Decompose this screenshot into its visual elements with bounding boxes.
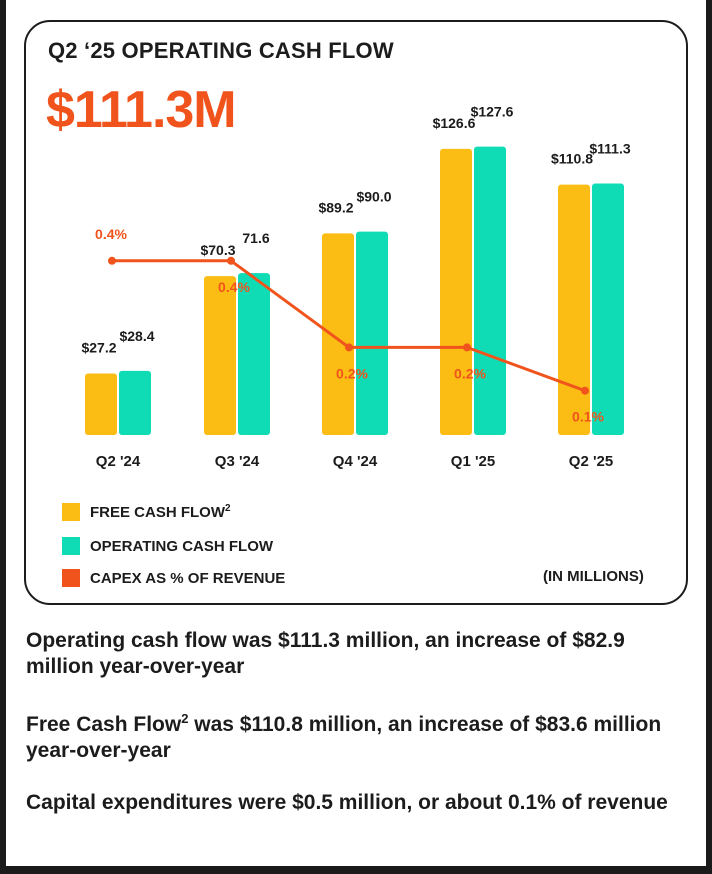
bar-operating-cash-flow	[356, 231, 388, 435]
slide-page: Q2 ‘25 OPERATING CASH FLOW $111.3M $27.2…	[6, 0, 706, 866]
data-label-free-cash-flow: $70.3	[200, 242, 235, 258]
x-tick-label: Q2 '25	[569, 453, 613, 470]
note-free-cash-flow: Free Cash Flow2 was $110.8 million, an i…	[26, 706, 696, 764]
bar-free-cash-flow	[440, 148, 472, 435]
capex-data-label: 0.4%	[218, 279, 250, 295]
card-kicker-title: Q2 ‘25 OPERATING CASH FLOW	[48, 38, 394, 63]
legend-label-operating-cash-flow: OPERATING CASH FLOW	[90, 537, 274, 555]
capex-point	[463, 343, 471, 352]
bar-free-cash-flow	[204, 276, 236, 435]
legend-label-text: FREE CASH FLOW	[90, 504, 225, 521]
units-note: (IN MILLIONS)	[543, 568, 644, 585]
headline-value: $111.3M	[46, 81, 237, 139]
legend-label-capex: CAPEX AS % OF REVENUE	[90, 569, 286, 587]
data-label-operating-cash-flow: 71.6	[242, 230, 269, 246]
capex-point	[345, 343, 353, 352]
bar-operating-cash-flow	[238, 273, 270, 435]
legend-label-free-cash-flow: FREE CASH FLOW2	[90, 503, 231, 521]
legend-swatch-capex	[62, 569, 80, 587]
note-free-cash-flow-rest: was $110.8 million, an increase of $83.6…	[26, 713, 662, 762]
bar-operating-cash-flow	[474, 146, 506, 435]
legend-item-capex: CAPEX AS % OF REVENUE	[62, 568, 285, 588]
cash-flow-chart: $27.2$28.4 Q2 '24 $70.3 71.6 Q3 '24 $89.2$90.…	[81, 104, 630, 470]
summary-notes: Operating cash flow was $111.3 million, …	[26, 628, 706, 842]
x-tick-label: Q3 '24	[215, 453, 260, 470]
capex-data-label: 0.2%	[336, 365, 368, 381]
data-label-operating-cash-flow: $111.3	[589, 140, 630, 156]
data-label-free-cash-flow: $27.2	[81, 340, 116, 356]
bar-operating-cash-flow	[592, 183, 624, 435]
capex-data-label: 0.4%	[95, 226, 127, 242]
bar-free-cash-flow	[322, 233, 354, 435]
bar-operating-cash-flow	[119, 370, 151, 435]
legend-label-superscript: 2	[225, 503, 231, 514]
data-label-operating-cash-flow: $127.6	[471, 104, 514, 120]
data-label-free-cash-flow: $110.8	[551, 151, 593, 167]
legend-swatch-operating-cash-flow	[62, 537, 80, 555]
capex-point	[581, 386, 589, 395]
capex-point	[108, 256, 116, 265]
legend-item-operating-cash-flow: OPERATING CASH FLOW	[62, 536, 273, 556]
note-free-cash-flow-lead: Free Cash Flow	[26, 713, 182, 736]
note-operating-cash-flow: Operating cash flow was $111.3 million, …	[26, 629, 625, 678]
x-tick-label: Q1 '25	[451, 453, 495, 470]
x-tick-label: Q4 '24	[333, 453, 378, 470]
note-superscript: 2	[181, 711, 189, 726]
bar-free-cash-flow	[558, 184, 590, 435]
data-label-operating-cash-flow: $90.0	[356, 189, 391, 205]
data-label-free-cash-flow: $89.2	[318, 199, 353, 215]
data-label-free-cash-flow: $126.6	[433, 115, 476, 131]
capex-point	[227, 256, 235, 265]
legend-item-free-cash-flow: FREE CASH FLOW2	[62, 502, 231, 522]
legend-swatch-free-cash-flow	[62, 503, 80, 521]
x-tick-label: Q2 '24	[96, 453, 141, 470]
capex-data-label: 0.2%	[454, 365, 486, 381]
data-label-operating-cash-flow: $28.4	[119, 328, 154, 344]
note-capital-expenditures: Capital expenditures were $0.5 million, …	[26, 791, 668, 814]
bar-free-cash-flow	[85, 373, 117, 435]
capex-data-label: 0.1%	[572, 409, 604, 425]
